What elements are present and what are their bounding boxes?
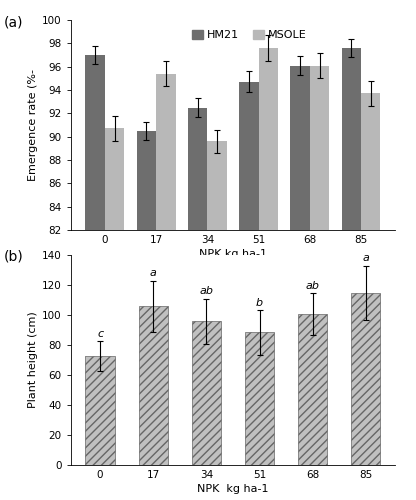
Bar [105,128,124,500]
Bar [342,48,361,500]
Legend: HM21, MSOLE: HM21, MSOLE [187,26,311,44]
Bar [85,55,105,500]
Y-axis label: Emergence rate (%-: Emergence rate (%- [28,69,38,181]
Text: b: b [256,298,263,308]
Text: (a): (a) [4,15,24,29]
Bar [310,66,329,500]
X-axis label: NPK  kg ha-1: NPK kg ha-1 [197,484,269,494]
Text: a: a [150,268,157,278]
Bar [239,82,259,500]
Bar [137,131,156,500]
Bar [351,292,381,465]
Y-axis label: Plant height (cm): Plant height (cm) [28,312,38,408]
Bar [290,66,310,500]
Bar [259,48,278,500]
Text: ab: ab [306,281,319,291]
Text: (b): (b) [4,250,24,264]
Text: c: c [97,329,103,339]
Bar [156,74,176,500]
Bar [192,321,221,465]
Bar [245,332,274,465]
Bar [361,94,381,500]
Bar [139,306,168,465]
Bar [188,108,207,500]
Bar [207,142,227,500]
X-axis label: NPK kg ha-1: NPK kg ha-1 [199,249,267,259]
Text: ab: ab [199,286,213,296]
Bar [298,314,327,465]
Bar [85,356,115,465]
Text: a: a [362,253,369,263]
